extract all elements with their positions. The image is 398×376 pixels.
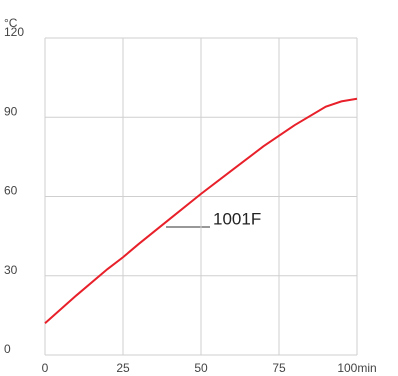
x-tick-label: 0 <box>42 361 49 375</box>
y-tick-label: 60 <box>4 184 18 198</box>
x-tick-label: 100min <box>337 361 376 375</box>
x-tick-label: 50 <box>194 361 208 375</box>
y-axis-label: °C <box>4 16 18 30</box>
y-tick-label: 120 <box>4 25 24 39</box>
legend-label: 1001F <box>213 209 261 228</box>
x-tick-label: 25 <box>116 361 130 375</box>
y-tick-label: 0 <box>4 342 11 356</box>
x-tick-label: 75 <box>272 361 286 375</box>
data-line <box>44 97 358 325</box>
y-tick-label: 30 <box>4 263 18 277</box>
y-tick-label: 90 <box>4 104 18 118</box>
